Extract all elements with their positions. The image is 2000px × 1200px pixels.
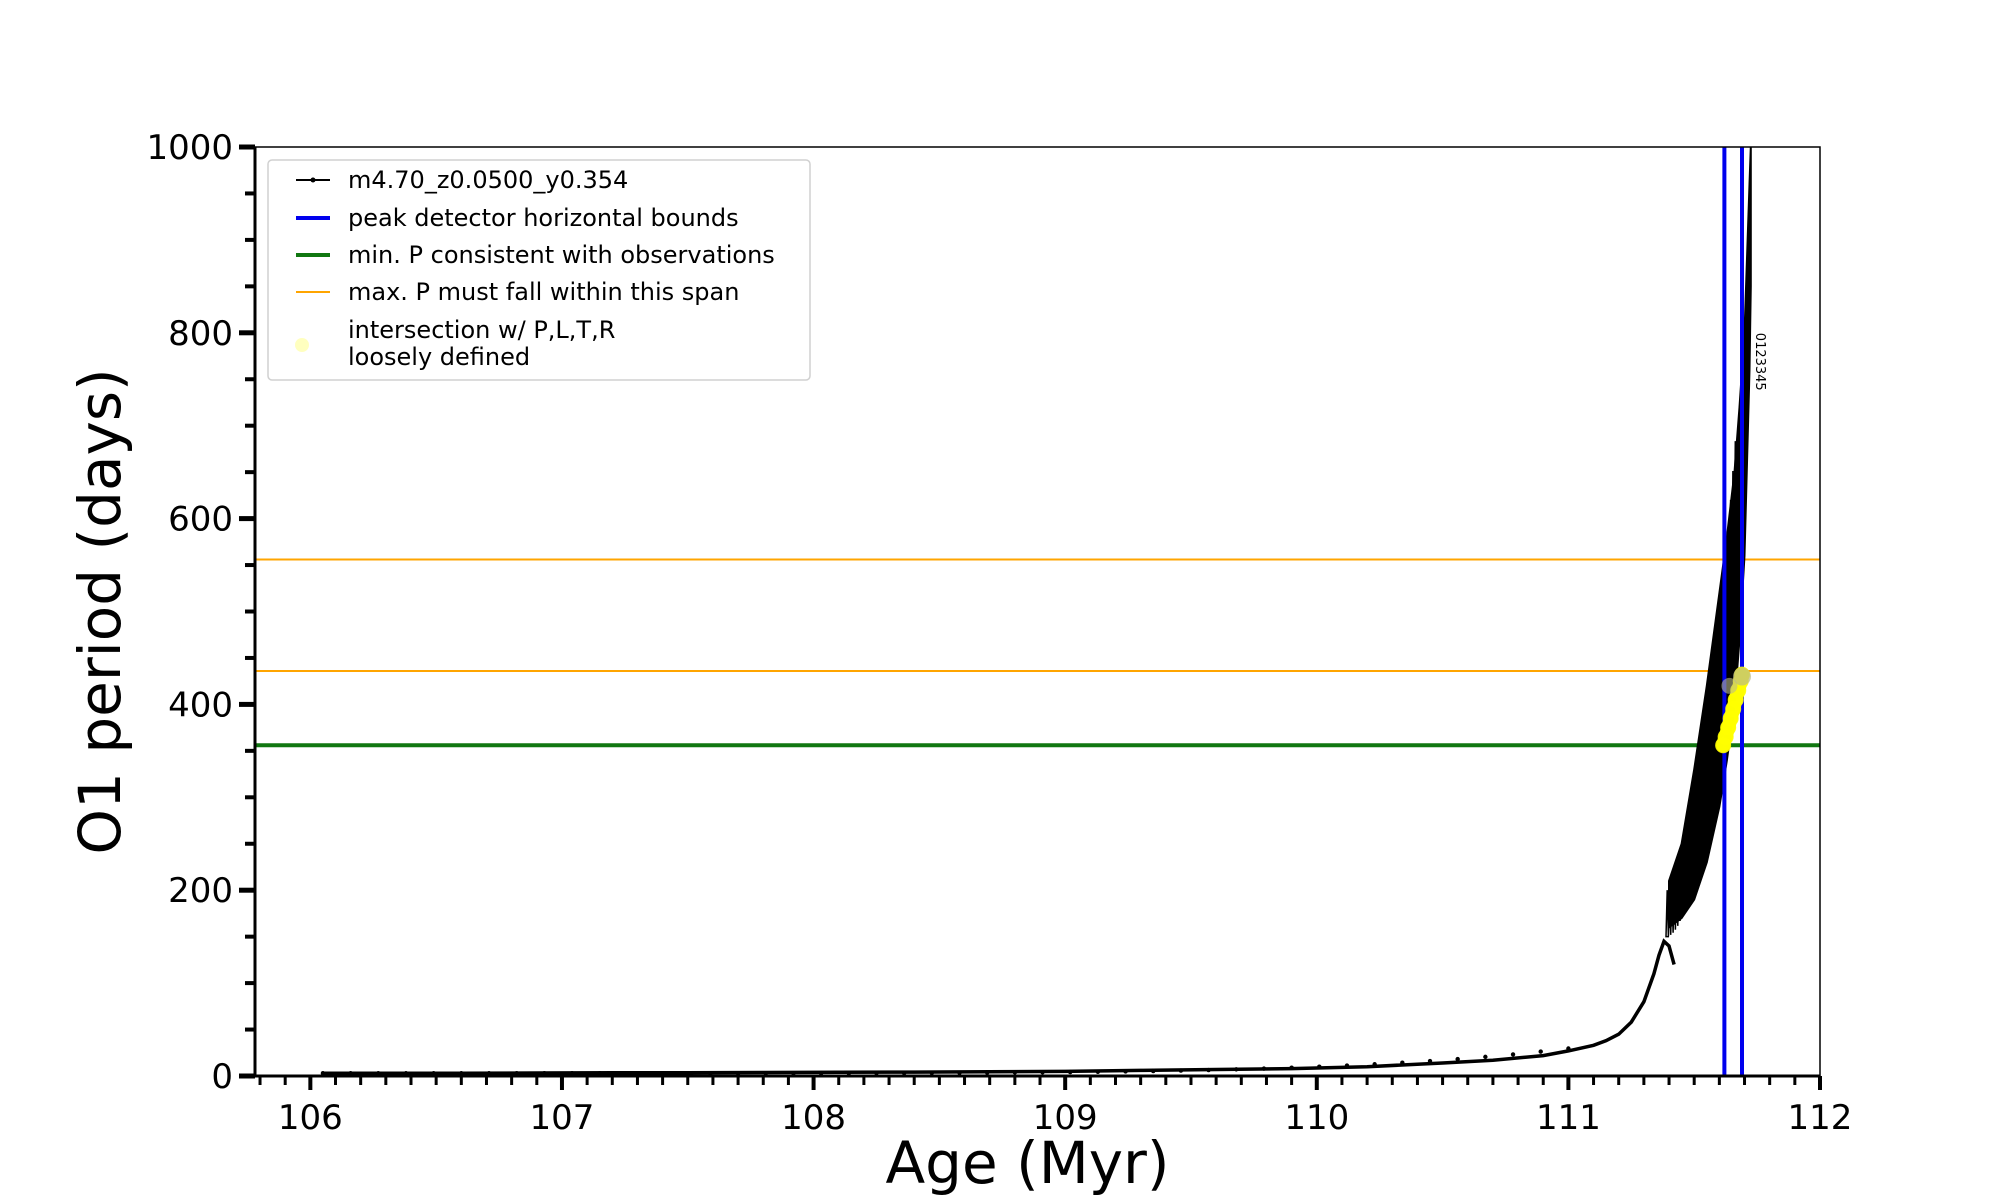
track-marker <box>1261 1066 1267 1071</box>
track-marker <box>1234 1067 1239 1072</box>
x-tick-label: 108 <box>781 1098 846 1138</box>
plot-layer: 0123345 <box>255 147 1820 1076</box>
track-annotation: 0123345 <box>1752 333 1767 391</box>
legend-marker <box>310 177 316 183</box>
track-marker <box>1566 1046 1571 1051</box>
x-tick-label: 111 <box>1536 1098 1601 1138</box>
track-marker <box>1123 1069 1128 1074</box>
oscillation-band <box>1668 147 1752 930</box>
track-marker <box>1068 1069 1073 1075</box>
track-marker <box>431 1071 436 1076</box>
x-tick-label: 106 <box>278 1098 343 1138</box>
track-marker <box>929 1070 935 1076</box>
x-tick-label: 109 <box>1033 1098 1098 1138</box>
axes-layer: 0 200 400 600 800 1000 106 107 108 109 110 111 112 Ag… <box>66 128 1852 1197</box>
track-marker <box>1427 1058 1433 1064</box>
legend-label-1: peak detector horizontal bounds <box>348 204 739 232</box>
track-marker <box>1095 1069 1101 1074</box>
track-marker <box>901 1070 907 1076</box>
track-marker <box>1040 1070 1045 1075</box>
intersection-highlight <box>1733 667 1752 686</box>
y-tick-label: 1000 <box>146 128 233 168</box>
legend-label-intersection-1: loosely defined <box>348 343 530 371</box>
track-marker <box>1483 1054 1488 1060</box>
track-marker <box>735 1070 741 1076</box>
intersection-highlight <box>1721 677 1738 694</box>
track-marker <box>1344 1063 1350 1068</box>
track-marker <box>459 1071 464 1076</box>
legend-label-3: max. P must fall within this span <box>348 278 739 306</box>
track-marker <box>1289 1065 1294 1070</box>
track-marker <box>708 1070 713 1076</box>
y-tick-label: 200 <box>168 871 233 911</box>
track-line <box>322 938 1676 1075</box>
legend-label-2: min. P consistent with observations <box>348 241 775 269</box>
track-marker <box>791 1070 796 1076</box>
track-marker <box>1538 1049 1543 1054</box>
track-marker <box>569 1071 575 1076</box>
track-marker <box>957 1070 962 1075</box>
legend-marker-intersection <box>295 338 309 352</box>
track-marker <box>763 1070 768 1076</box>
track-marker <box>1178 1068 1184 1073</box>
x-tick-label: 107 <box>530 1098 595 1138</box>
y-axis-title: O1 period (days) <box>66 368 134 854</box>
track-marker <box>1151 1068 1156 1074</box>
track-marker <box>818 1070 824 1076</box>
track-marker <box>1012 1070 1018 1075</box>
y-tick-label: 400 <box>168 685 233 725</box>
track-marker <box>1372 1062 1377 1067</box>
track-marker <box>514 1071 519 1076</box>
track-marker <box>348 1071 353 1076</box>
x-tick-label: 112 <box>1788 1098 1853 1138</box>
x-tick-label: 110 <box>1284 1098 1349 1138</box>
track-marker <box>320 1071 326 1076</box>
track-marker <box>1317 1064 1322 1069</box>
legend-box <box>267 159 811 381</box>
track-marker <box>625 1071 630 1076</box>
track-marker <box>1510 1052 1516 1057</box>
track-marker <box>403 1071 409 1076</box>
legend-label-intersection-0: intersection w/ P,L,T,R <box>348 316 615 344</box>
track-marker <box>376 1071 381 1076</box>
track-marker <box>652 1071 658 1076</box>
track-marker <box>542 1071 547 1076</box>
y-tick-label: 800 <box>168 314 233 354</box>
track-marker <box>984 1070 990 1075</box>
track-marker <box>486 1071 492 1076</box>
track-marker <box>597 1071 602 1076</box>
track-marker <box>874 1070 879 1076</box>
y-tick-label: 600 <box>168 500 233 540</box>
track-marker <box>680 1070 685 1076</box>
legend-label-0: m4.70_z0.0500_y0.354 <box>348 166 628 194</box>
x-axis-title: Age (Myr) <box>885 1129 1169 1197</box>
track-marker <box>1206 1067 1211 1073</box>
track-marker <box>1455 1056 1460 1062</box>
track-marker <box>846 1070 851 1076</box>
y-tick-label: 0 <box>211 1057 233 1097</box>
track-marker <box>1400 1060 1405 1065</box>
